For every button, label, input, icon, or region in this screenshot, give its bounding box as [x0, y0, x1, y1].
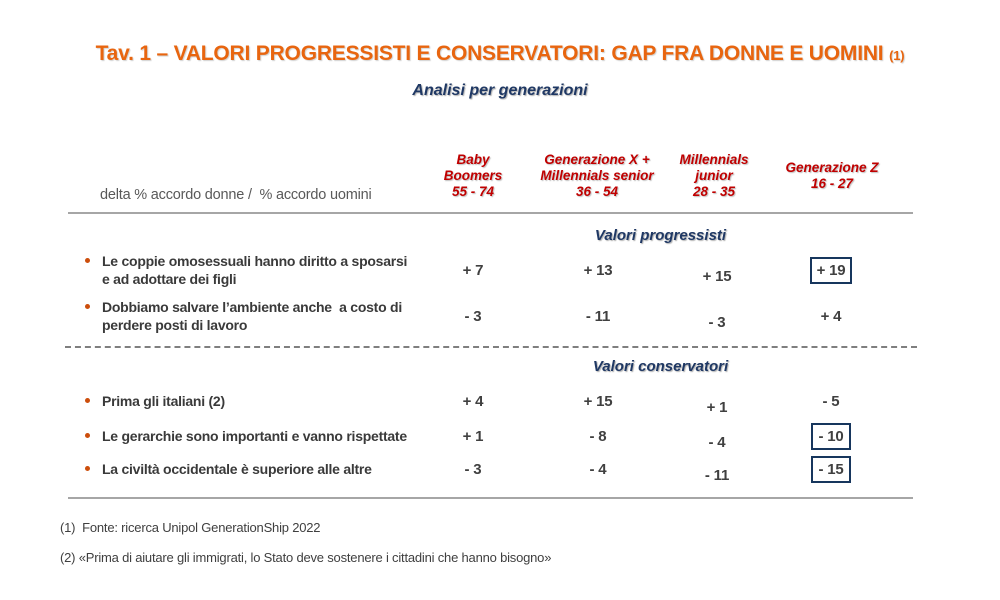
value-text: + 4	[820, 307, 842, 325]
value-cell: - 5	[776, 393, 886, 410]
section-heading-progressisti: Valori progressisti	[594, 227, 727, 244]
column-header-line: Millennials senior	[540, 168, 654, 183]
value-cell: + 15	[538, 393, 658, 410]
value-cell: + 1	[408, 428, 538, 445]
column-header-line: Millennials	[679, 152, 749, 167]
value-cell: - 10	[776, 422, 886, 450]
value-cell: - 4	[658, 434, 776, 451]
value-cell: + 13	[538, 262, 658, 279]
value-text: - 4	[589, 460, 607, 478]
table-row: Prima gli italiani (2) + 4 + 15 + 1 - 5	[68, 390, 913, 416]
value-cell: - 3	[408, 461, 538, 478]
statement-label: Dobbiamo salvare l’ambiente anche a cost…	[68, 298, 408, 334]
value-text: + 7	[462, 261, 484, 279]
statement-line: La civiltà occidentale è superiore alle …	[102, 461, 372, 477]
value-cell: - 8	[538, 428, 658, 445]
value-text: - 11	[704, 466, 730, 484]
statement-label: Le gerarchie sono importanti e vanno ris…	[68, 427, 408, 445]
section-heading-conservatori: Valori conservatori	[592, 358, 729, 375]
column-header-line: 55 - 74	[451, 184, 495, 199]
table-row: La civiltà occidentale è superiore alle …	[68, 455, 913, 484]
bullet-icon	[85, 258, 90, 263]
table-row: Le gerarchie sono importanti e vanno ris…	[68, 422, 913, 451]
value-cell: - 3	[408, 308, 538, 325]
column-header-generazione-z: Generazione Z 16 - 27	[752, 160, 912, 192]
footnote-source: (1) Fonte: ricerca Unipol GenerationShip…	[60, 520, 321, 535]
column-header-generazione-x: Generazione X + Millennials senior 36 - …	[497, 152, 697, 200]
bullet-icon	[85, 466, 90, 471]
table-top-rule	[68, 212, 913, 214]
table-row: Le coppie omosessuali hanno diritto a sp…	[68, 250, 913, 290]
bullet-icon	[85, 398, 90, 403]
value-text: - 11	[585, 307, 611, 325]
value-text: + 15	[583, 392, 613, 410]
column-header-line: 36 - 54	[575, 184, 619, 199]
value-cell: + 1	[658, 399, 776, 416]
column-header-millennials-junior: Millennials junior 28 - 35	[644, 152, 784, 200]
value-cell: + 4	[776, 308, 886, 325]
highlighted-value-box: + 19	[809, 256, 853, 284]
statement-line: Le coppie omosessuali hanno diritto a sp…	[102, 253, 408, 269]
bullet-icon	[85, 433, 90, 438]
statement-line: Prima gli italiani (2)	[102, 393, 225, 409]
value-cell: - 11	[658, 467, 776, 484]
statement-line: Le gerarchie sono importanti e vanno ris…	[102, 428, 407, 444]
value-cell: + 15	[658, 268, 776, 285]
value-cell: + 7	[408, 262, 538, 279]
page-subtitle: Analisi per generazioni	[412, 82, 588, 99]
value-text: + 15	[702, 267, 732, 285]
statement-line: perdere posti di lavoro	[102, 317, 248, 333]
value-cell: - 15	[776, 455, 886, 483]
section-divider-dashed-line	[65, 346, 917, 348]
value-text: - 3	[464, 460, 482, 478]
page-title: Tav. 1 – VALORI PROGRESSISTI E CONSERVAT…	[0, 42, 1000, 66]
page-title-text: Tav. 1 – VALORI PROGRESSISTI E CONSERVAT…	[95, 42, 884, 65]
value-text: - 3	[708, 313, 726, 331]
column-header-line: Generazione X +	[544, 152, 650, 167]
footnote-statement-definition: (2) «Prima di aiutare gli immigrati, lo …	[60, 550, 552, 565]
value-text: + 13	[583, 261, 613, 279]
value-text: - 8	[589, 427, 607, 445]
value-cell: - 4	[538, 461, 658, 478]
statement-label: Prima gli italiani (2)	[68, 392, 408, 410]
column-header-baby-boomers: Baby Boomers 55 - 74	[393, 152, 553, 200]
value-cell: - 3	[658, 314, 776, 331]
value-text: + 1	[462, 427, 484, 445]
bullet-icon	[85, 304, 90, 309]
highlighted-value-box: - 10	[811, 422, 851, 450]
statement-line: Dobbiamo salvare l’ambiente anche a cost…	[102, 299, 402, 315]
value-text: - 3	[464, 307, 482, 325]
value-text: + 1	[706, 398, 728, 416]
value-text: + 4	[462, 392, 484, 410]
value-cell: + 4	[408, 393, 538, 410]
value-cell: + 19	[776, 256, 886, 284]
statement-line: e ad adottare dei figli	[102, 271, 237, 287]
value-text: - 5	[822, 392, 840, 410]
statement-label: La civiltà occidentale è superiore alle …	[68, 460, 408, 478]
column-header-line: Baby	[456, 152, 490, 167]
column-header-line: 28 - 35	[692, 184, 736, 199]
statement-label: Le coppie omosessuali hanno diritto a sp…	[68, 252, 408, 288]
column-header-line: Boomers	[443, 168, 503, 183]
table-row: Dobbiamo salvare l’ambiente anche a cost…	[68, 296, 913, 336]
highlighted-value-box: - 15	[811, 455, 851, 483]
table-bottom-rule	[68, 497, 913, 499]
column-header-line: junior	[695, 168, 733, 183]
column-header-line: Generazione Z	[785, 160, 879, 175]
title-footnote-ref: (1)	[889, 48, 905, 63]
column-header-line: 16 - 27	[810, 176, 854, 191]
value-text: - 4	[708, 433, 726, 451]
value-cell: - 11	[538, 308, 658, 325]
row-axis-label: delta % accordo donne / % accordo uomini	[100, 187, 372, 203]
